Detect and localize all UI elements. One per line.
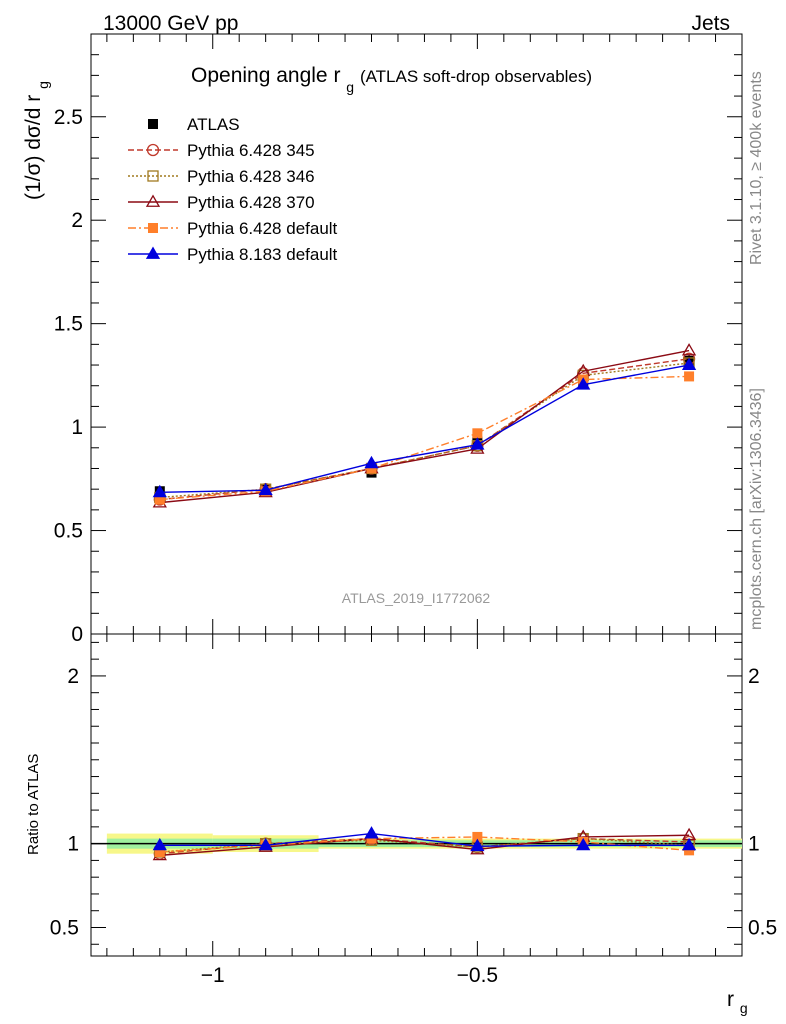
xlabel-text: r	[727, 988, 734, 1011]
main-series-line-1	[159, 362, 690, 499]
main-title-text: Opening angle r	[191, 64, 340, 87]
main-ytick-label: 1	[71, 416, 83, 439]
ratio-panel-frame	[90, 633, 743, 957]
legend-label-4: Pythia 8.183 default	[187, 245, 338, 264]
main-series-point-3	[366, 463, 377, 474]
xlabel-sub: g	[740, 1000, 748, 1016]
legend-marker-1	[147, 170, 159, 182]
ratio-series-group	[152, 826, 697, 861]
main-axes: 0 0.5 1 1.5 2 2.5	[54, 34, 743, 646]
main-series-group	[152, 343, 697, 508]
main-ytick-label: 1.5	[54, 313, 83, 336]
main-series-point-4	[364, 455, 379, 469]
legend-marker-4	[145, 246, 161, 259]
ratio-series-point-4	[470, 838, 485, 852]
legend-label-0: Pythia 6.428 345	[187, 141, 315, 160]
legend-label-atlas: ATLAS	[187, 115, 240, 134]
legend-marker-atlas	[148, 119, 158, 129]
ratio-series-point-3	[684, 845, 695, 856]
legend-marker-0	[146, 143, 160, 157]
main-ytick-label: 0	[71, 623, 83, 646]
ratio-series-point-4	[681, 837, 697, 851]
main-series-point-3	[472, 428, 483, 439]
legend-marker-3	[148, 223, 158, 233]
main-series-point-4	[258, 482, 273, 496]
ratio-series-point-4	[152, 837, 167, 851]
ratio-ytick-label-left: 2	[67, 665, 79, 688]
main-series-point-3	[684, 371, 695, 382]
analysis-watermark: ATLAS_2019_I1772062	[342, 590, 491, 606]
main-series-line-3	[159, 375, 690, 501]
legend-marker-2	[145, 194, 161, 207]
legend-label-3: Pythia 6.428 default	[187, 219, 338, 238]
main-title: Opening angle r g (ATLAS soft-drop obser…	[191, 64, 592, 97]
ratio-series-point-3	[154, 847, 165, 858]
main-ylabel-text: (1/σ) dσ/d r	[22, 95, 45, 200]
ratio-xtick-label: −0.5	[457, 964, 498, 987]
main-series-point-2	[681, 343, 697, 356]
ratio-series-point-4	[576, 837, 591, 851]
ratio-series-point-4	[364, 826, 379, 839]
main-series-line-0	[159, 358, 690, 501]
ratio-series-point-4	[258, 837, 273, 851]
main-series-line-2	[159, 349, 690, 504]
energy-label: 13000 GeV pp	[103, 12, 238, 35]
rivet-label: Rivet 3.1.10, ≥ 400k events	[748, 71, 765, 265]
ratio-series-line-2	[159, 834, 690, 857]
ratio-ylabel: Ratio to ATLAS	[25, 754, 42, 855]
main-series-point-3	[154, 494, 165, 505]
ratio-series-point-3	[366, 833, 377, 844]
main-ytick-label: 2	[71, 209, 83, 232]
main-series-point-4	[152, 484, 167, 498]
main-ytick-label: 2.5	[54, 106, 83, 129]
xlabel: r g	[727, 988, 748, 1016]
main-ylabel-sub: g	[35, 81, 51, 89]
ratio-ytick-label-left: 0.5	[50, 916, 79, 939]
ratio-ytick-label-right: 0.5	[748, 916, 777, 939]
main-title-note: (ATLAS soft-drop observables)	[360, 67, 592, 86]
main-series-point-4	[470, 437, 485, 450]
main-series-point-4	[576, 377, 591, 390]
ratio-ytick-label-left: 1	[67, 833, 79, 856]
mcplots-label: mcplots.cern.ch [arXiv:1306.3436]	[748, 388, 765, 630]
legend-label-2: Pythia 6.428 370	[187, 193, 315, 212]
ratio-series-line-4	[159, 832, 690, 847]
main-ytick-label: 0.5	[54, 520, 83, 543]
main-title-sub: g	[346, 79, 354, 95]
main-series-point-4	[681, 357, 697, 370]
ratio-ytick-label-right: 2	[748, 665, 760, 688]
process-label: Jets	[691, 12, 730, 35]
legend: ATLAS Pythia 6.428 345 Pythia 6.428 346 Pyt…	[128, 115, 338, 264]
ratio-ytick-label-right: 1	[748, 833, 760, 856]
main-series-line-4	[159, 364, 690, 493]
ratio-series-point-3	[472, 831, 483, 842]
legend-label-1: Pythia 6.428 346	[187, 167, 315, 186]
main-ylabel: (1/σ) dσ/d r g	[22, 81, 51, 200]
ratio-axes: −1 −0.5 0.5 0.5 1 1 2 2	[50, 634, 777, 987]
ratio-xtick-label: −1	[201, 964, 225, 987]
